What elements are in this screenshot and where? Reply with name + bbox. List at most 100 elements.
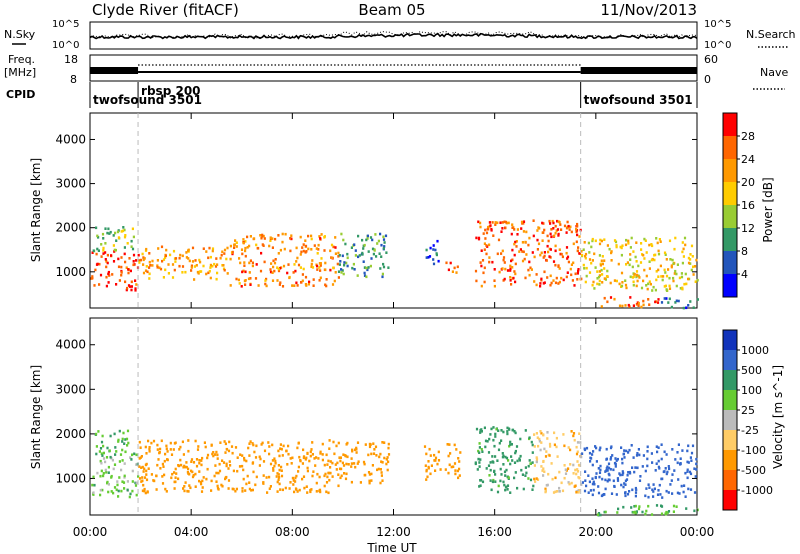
scatter-cell-2	[329, 471, 332, 475]
scatter-cell-6	[533, 445, 536, 448]
scatter-cell-5	[514, 471, 517, 474]
scatter-cell-3	[244, 283, 247, 286]
scatter-cell-5	[491, 480, 494, 484]
scatter-cell-2	[165, 248, 168, 252]
scatter-cell-7	[531, 251, 534, 254]
scatter-cell-3	[301, 279, 304, 283]
scatter-cell-7	[529, 266, 532, 270]
colorbar-swatch	[723, 251, 737, 275]
scatter-cell-5	[484, 439, 488, 443]
scatter-cell-6	[536, 478, 540, 481]
noise-trace	[89, 31, 698, 40]
scatter-cell-2	[296, 446, 299, 450]
scatter-cell-2	[262, 474, 265, 477]
scatter-cell-8	[598, 279, 601, 283]
scatter-cell-3	[330, 243, 334, 247]
scatter-cell-5	[500, 429, 503, 432]
scatter-cell-7	[571, 279, 574, 282]
scatter-cell-5	[518, 457, 521, 461]
scatter-cell-0	[132, 263, 135, 267]
scatter-cell-2	[209, 276, 212, 280]
scatter-cell-2	[194, 485, 197, 488]
scatter-cell-7	[693, 467, 696, 470]
scatter-cell-8	[665, 288, 668, 291]
scatter-cell-8	[675, 272, 678, 276]
scatter-cell-5	[522, 487, 525, 491]
scatter-cell-2	[227, 487, 230, 490]
scatter-cell-2	[169, 253, 172, 257]
scatter-cell-2	[182, 453, 185, 456]
scatter-cell-3	[373, 448, 376, 451]
scatter-cell-6	[569, 463, 572, 466]
scatter-cell-3	[302, 249, 305, 253]
scatter-cell-0	[125, 266, 128, 269]
scatter-cell-2	[200, 482, 203, 486]
scatter-cell-7	[623, 482, 626, 485]
scatter-cell-2	[212, 451, 215, 454]
scatter-cell-5	[504, 485, 508, 489]
scatter-cell-7	[527, 268, 530, 272]
scatter-cell-5	[480, 428, 483, 431]
scatter-cell-3	[316, 264, 319, 268]
scatter-cell-7	[496, 221, 499, 225]
scatter-cell-4	[362, 260, 365, 263]
scatter-cell-1	[109, 455, 112, 459]
scatter-cell-5	[531, 451, 534, 454]
scatter-cell-9	[613, 297, 616, 301]
scatter-cell-8	[637, 264, 640, 268]
scatter-cell-7	[644, 469, 647, 473]
scatter-cell-5	[488, 437, 491, 441]
scatter-cell-8	[693, 265, 697, 268]
scatter-cell-3	[278, 283, 281, 286]
scatter-cell-0	[110, 254, 113, 257]
scatter-cell-7	[516, 233, 519, 236]
scatter-cell-2	[295, 474, 298, 478]
scatter-cell-7	[670, 479, 673, 482]
scatter-cell-7	[488, 243, 491, 247]
scatter-cell-3	[383, 441, 386, 444]
scatter-cell-7	[549, 274, 552, 278]
scatter-cell-1	[101, 434, 104, 438]
scatter-cell-2	[144, 249, 148, 252]
scatter-cell-0	[106, 253, 109, 257]
scatter-cell-0	[105, 284, 108, 288]
scatter-cell-6	[533, 464, 536, 467]
scatter-cell-10	[660, 301, 664, 304]
scatter-cell-7	[671, 448, 674, 451]
scatter-cell-1	[99, 447, 103, 450]
scatter-cell-2	[164, 487, 167, 491]
scatter-cell-8	[683, 282, 686, 286]
scatter-cell-8	[651, 244, 654, 248]
scatter-cell-2	[245, 459, 248, 463]
scatter-cell-1	[124, 234, 127, 237]
scatter-cell-2	[337, 441, 340, 445]
scatter-cell-1	[113, 248, 116, 252]
scatter-cell-7	[552, 279, 555, 282]
scatter-cell-8	[592, 280, 595, 284]
scatter-cell-3	[341, 461, 344, 465]
scatter-cell-4	[383, 241, 386, 244]
scatter-cell-3	[359, 481, 362, 484]
scatter-cell-7	[676, 451, 679, 454]
scatter-cell-0	[122, 481, 126, 484]
scatter-cell-7	[498, 270, 501, 274]
scatter-cell-2	[199, 481, 202, 484]
scatter-cell-7	[656, 493, 660, 496]
scatter-cell-7	[695, 468, 698, 471]
scatter-cell-2	[253, 450, 256, 454]
scatter-cell-4	[458, 460, 461, 463]
scatter-cell-2	[145, 473, 148, 476]
scatter-cell-8	[617, 507, 620, 511]
scatter-cell-5	[516, 459, 519, 463]
scatter-cell-7	[511, 248, 514, 252]
scatter-cell-7	[514, 240, 517, 244]
scatter-cell-7	[558, 220, 561, 224]
scatter-cell-1	[117, 236, 120, 239]
scatter-cell-4	[448, 443, 451, 446]
scatter-cell-6	[575, 490, 578, 494]
scatter-cell-3	[290, 237, 293, 241]
scatter-cell-7	[689, 472, 693, 476]
scatter-cell-2	[232, 469, 235, 473]
scatter-cell-7	[480, 264, 483, 268]
scatter-cell-8	[659, 264, 662, 268]
